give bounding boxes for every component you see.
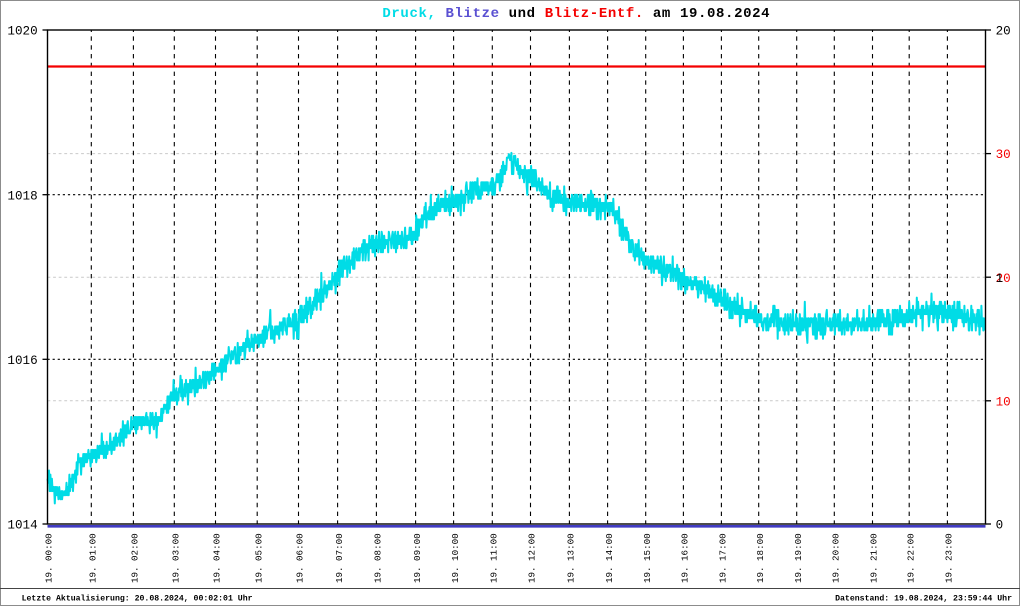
svg-text:20: 20: [996, 272, 1011, 286]
svg-text:19. 02:00: 19. 02:00: [130, 533, 141, 583]
svg-text:19. 22:00: 19. 22:00: [905, 533, 916, 583]
svg-text:19. 08:00: 19. 08:00: [373, 533, 384, 583]
svg-text:Letzte Aktualisierung: 20.08.2: Letzte Aktualisierung: 20.08.2024, 00:02…: [22, 594, 253, 604]
svg-text:19. 04:00: 19. 04:00: [212, 533, 223, 583]
svg-text:19. 06:00: 19. 06:00: [295, 533, 306, 583]
svg-text:19. 16:00: 19. 16:00: [680, 533, 691, 583]
svg-text:19. 14:00: 19. 14:00: [604, 533, 615, 583]
svg-text:19. 01:00: 19. 01:00: [88, 533, 99, 583]
svg-text:1014: 1014: [7, 519, 37, 533]
svg-text:19. 10:00: 19. 10:00: [450, 533, 461, 583]
svg-text:19. 23:00: 19. 23:00: [944, 533, 955, 583]
svg-text:am 19.08.2024: am 19.08.2024: [653, 6, 770, 22]
svg-text:19. 11:00: 19. 11:00: [489, 533, 500, 583]
svg-text:19. 09:00: 19. 09:00: [412, 533, 423, 583]
svg-text:19. 07:00: 19. 07:00: [334, 533, 345, 583]
svg-text:20: 20: [996, 25, 1011, 39]
svg-text:10: 10: [996, 395, 1011, 409]
svg-text:1018: 1018: [7, 189, 37, 203]
svg-text:19. 12:00: 19. 12:00: [527, 533, 538, 583]
svg-text:19. 20:00: 19. 20:00: [831, 533, 842, 583]
svg-text:1: 1: [996, 272, 1004, 286]
svg-text:19. 05:00: 19. 05:00: [253, 533, 264, 583]
svg-text:19. 13:00: 19. 13:00: [566, 533, 577, 583]
svg-text:Blitz-Entf.: Blitz-Entf.: [545, 6, 644, 22]
svg-text:30: 30: [996, 148, 1011, 162]
svg-text:und: und: [509, 6, 536, 22]
svg-text:19. 15:00: 19. 15:00: [642, 533, 653, 583]
svg-text:19. 00:00: 19. 00:00: [44, 533, 55, 583]
svg-text:19. 18:00: 19. 18:00: [755, 533, 766, 583]
svg-text:19. 19:00: 19. 19:00: [793, 533, 804, 583]
svg-text:19. 17:00: 19. 17:00: [718, 533, 729, 583]
svg-text:19. 03:00: 19. 03:00: [171, 533, 182, 583]
svg-text:Blitze: Blitze: [446, 6, 500, 22]
svg-text:1020: 1020: [7, 25, 37, 39]
svg-text:19. 21:00: 19. 21:00: [869, 533, 880, 583]
svg-text:0: 0: [996, 519, 1004, 533]
svg-text:Datenstand: 19.08.2024, 23:59:: Datenstand: 19.08.2024, 23:59:44 Uhr: [835, 594, 1012, 604]
svg-text:Druck,: Druck,: [382, 6, 436, 22]
svg-text:1016: 1016: [7, 354, 37, 368]
